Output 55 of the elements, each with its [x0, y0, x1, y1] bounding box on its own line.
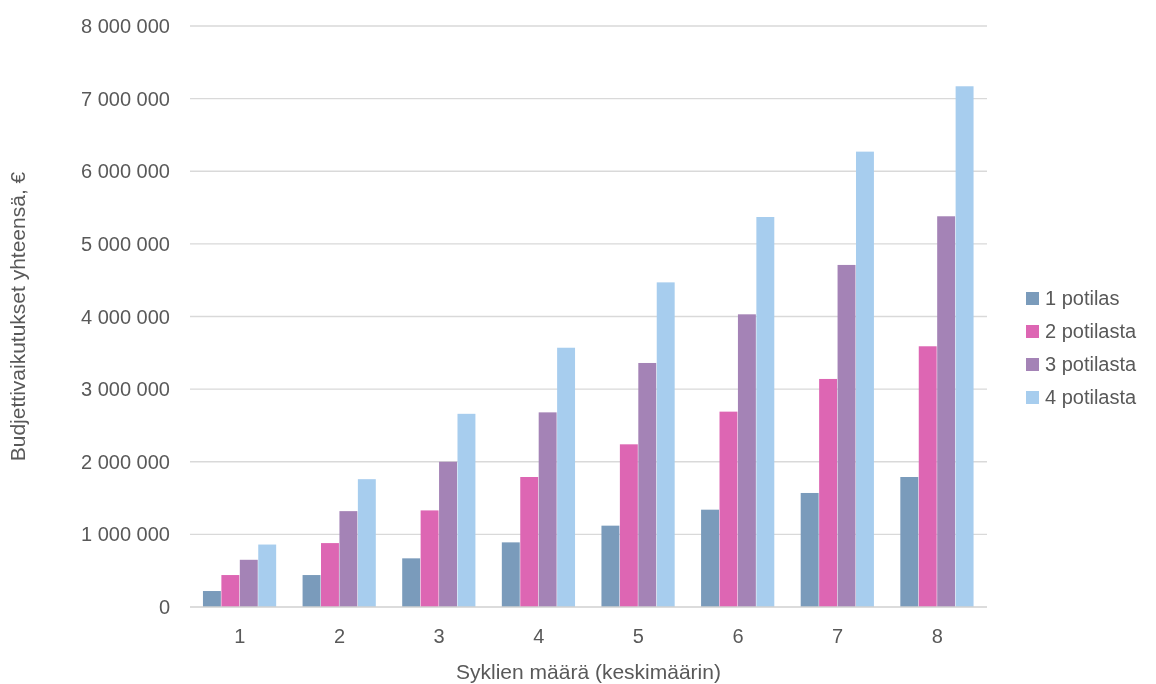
x-tick-label: 1 — [234, 625, 246, 647]
x-tick-label: 2 — [333, 625, 345, 647]
bar — [557, 347, 576, 607]
bar — [737, 314, 756, 607]
bar — [619, 444, 638, 607]
bar — [601, 525, 620, 607]
bar — [501, 542, 520, 607]
legend-label: 3 potilasta — [1045, 353, 1138, 375]
x-tick-label: 6 — [732, 625, 744, 647]
y-tick-label: 8 000 000 — [81, 15, 170, 37]
bar — [239, 559, 258, 607]
x-tick-label: 3 — [433, 625, 445, 647]
bar — [638, 362, 657, 607]
y-tick-label: 7 000 000 — [81, 87, 170, 110]
y-tick-label: 4 000 000 — [81, 305, 170, 328]
bar — [420, 510, 439, 607]
bar — [656, 282, 675, 607]
bar — [538, 412, 557, 607]
bar — [756, 217, 775, 607]
bar — [302, 575, 321, 607]
y-tick-label: 5 000 000 — [81, 232, 170, 255]
bar — [221, 575, 240, 607]
legend-label: 4 potilasta — [1045, 386, 1138, 408]
bar — [937, 216, 956, 607]
y-tick-label: 2 000 000 — [81, 450, 170, 473]
legend-label: 1 potilas — [1045, 287, 1120, 309]
x-tick-label: 5 — [632, 625, 644, 647]
bar — [439, 461, 457, 607]
bar — [357, 479, 376, 607]
bar — [258, 544, 277, 607]
bar — [719, 411, 738, 607]
y-tick-label: 3 000 000 — [81, 378, 170, 401]
bar — [837, 264, 856, 607]
x-tick-label: 8 — [931, 625, 943, 647]
bar — [918, 346, 937, 607]
bar — [339, 511, 358, 607]
bar — [819, 378, 838, 607]
bar — [955, 86, 974, 607]
x-axis-title: Syklien määrä (keskimäärin) — [456, 660, 721, 683]
y-tick-label: 1 000 000 — [81, 523, 170, 546]
legend-label: 2 potilasta — [1045, 320, 1138, 342]
x-tick-label: 4 — [533, 625, 545, 647]
bar — [855, 151, 874, 607]
y-tick-label: 6 000 000 — [81, 160, 170, 183]
bar — [202, 591, 221, 607]
bar — [800, 492, 819, 607]
y-axis-title: Budjettivaikutukset yhteensä, € — [6, 171, 29, 462]
x-tick-label: 7 — [832, 625, 844, 647]
bar — [900, 477, 919, 607]
bar — [457, 413, 476, 607]
y-tick-label: 0 — [158, 596, 170, 618]
bar — [520, 477, 539, 607]
bar — [321, 543, 339, 607]
bar — [402, 558, 421, 607]
bar — [701, 509, 720, 607]
